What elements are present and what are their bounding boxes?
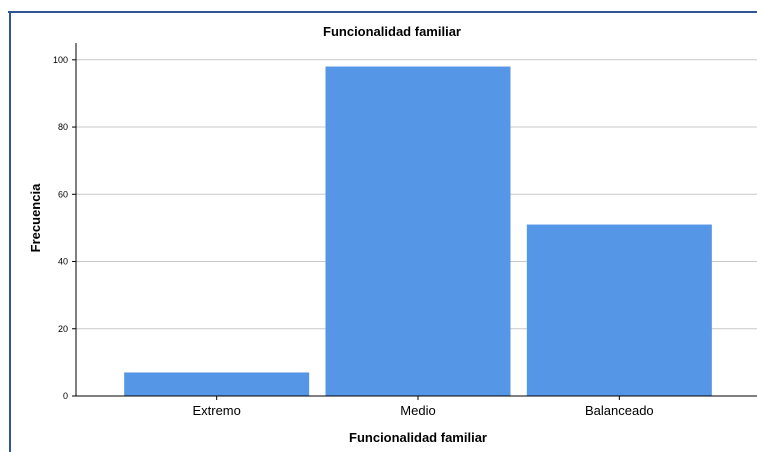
y-tick-label-60: 60 bbox=[58, 189, 68, 199]
x-tick-label-balanceado: Balanceado bbox=[585, 403, 654, 418]
bar-extremo bbox=[124, 372, 310, 396]
bar-medio bbox=[325, 66, 511, 397]
y-axis-label: Frecuencia bbox=[28, 183, 43, 252]
y-tick-label-100: 100 bbox=[53, 55, 68, 65]
bars-layer bbox=[124, 66, 712, 397]
x-tick-labels: Extremo Medio Balanceado bbox=[192, 396, 654, 418]
x-axis-label: Funcionalidad familiar bbox=[349, 430, 487, 445]
y-tick-label-80: 80 bbox=[58, 122, 68, 132]
y-tick-label-0: 0 bbox=[63, 391, 68, 401]
bar-balanceado bbox=[526, 224, 712, 396]
axis-layer bbox=[75, 43, 757, 397]
y-tick-label-20: 20 bbox=[58, 324, 68, 334]
x-tick-label-medio: Medio bbox=[400, 403, 435, 418]
y-tick-labels: 0 20 40 60 80 100 bbox=[53, 55, 76, 401]
chart-title: Funcionalidad familiar bbox=[323, 24, 461, 39]
y-tick-label-40: 40 bbox=[58, 257, 68, 267]
x-tick-label-extremo: Extremo bbox=[192, 403, 240, 418]
